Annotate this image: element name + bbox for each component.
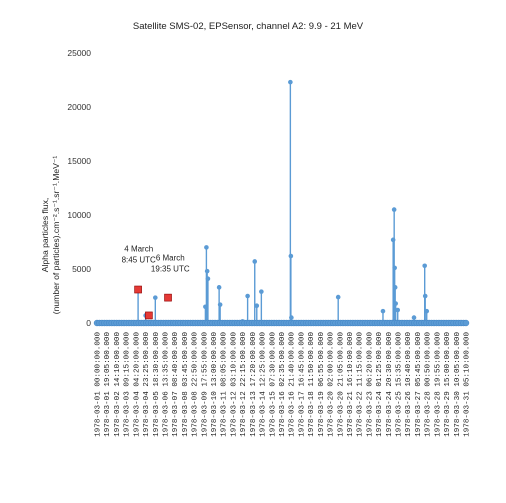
y-tick-label: 20000 <box>67 102 91 112</box>
data-point <box>217 302 223 307</box>
x-tick-label: 1978-03-27 05:45:00.000 <box>415 332 423 437</box>
highlight-marker <box>145 311 153 320</box>
data-point <box>335 294 341 300</box>
data-point <box>395 307 401 313</box>
x-tick-label: 1978-03-20 02:00:00.000 <box>328 332 336 437</box>
data-point <box>424 308 430 314</box>
data-point <box>422 263 427 269</box>
baseline-points <box>93 319 470 327</box>
data-point <box>254 303 260 309</box>
data-point <box>252 259 258 264</box>
y-tick-label: 25000 <box>67 48 91 58</box>
x-tick-label: 1978-03-04 04:20:00.000 <box>133 332 141 437</box>
data-point <box>288 253 294 259</box>
data-point <box>411 315 417 320</box>
data-point <box>392 265 397 271</box>
x-tick-label: 1978-03-28 19:55:00.000 <box>434 332 442 437</box>
x-tick-label: 1978-03-08 22:50:00.000 <box>192 332 200 437</box>
x-tick-label: 1978-03-04 23:25:00.000 <box>143 332 151 437</box>
x-tick-label: 1978-03-05 18:30:00.000 <box>153 332 161 437</box>
data-point <box>380 308 386 314</box>
data-point <box>245 293 250 299</box>
chart-title: Satellite SMS-02, EPSensor, channel A2: … <box>133 21 364 32</box>
data-point <box>393 301 398 306</box>
data-point <box>204 245 209 250</box>
data-point <box>216 285 222 290</box>
annotation-line1: 4 March <box>124 245 153 254</box>
x-tick-label: 1978-03-10 13:00:00.000 <box>211 332 219 437</box>
x-tick-label: 1978-03-12 03:10:00.000 <box>230 332 238 437</box>
x-tick-label: 1978-03-06 13:35:00.000 <box>162 332 170 437</box>
baseline-point <box>462 319 470 327</box>
highlight-marker <box>134 285 142 294</box>
x-tick-label: 1978-03-16 21:40:00.000 <box>289 332 297 437</box>
highlight-markers <box>134 285 172 320</box>
x-tick-label: 1978-03-22 11:15:00.000 <box>357 332 365 437</box>
x-axis-ticks: 1978-03-01 00:00:00.000 1978-03-01 19:05:… <box>95 332 472 437</box>
x-tick-label: 1978-03-15 07:30:00.000 <box>269 332 277 437</box>
data-point <box>422 293 428 299</box>
x-tick-label: 1978-03-18 11:50:00.000 <box>308 332 316 437</box>
data-point <box>391 207 397 212</box>
annotation-line1: 6 March <box>156 253 185 262</box>
x-tick-label: 1978-03-28 00:50:00.000 <box>425 332 433 437</box>
y-tick-label: 5000 <box>72 264 91 274</box>
data-point <box>204 268 210 274</box>
x-tick-label: 1978-03-19 06:55:00.000 <box>318 332 326 437</box>
x-tick-label: 1978-03-29 15:00:00.000 <box>444 332 452 437</box>
y-axis-label: Alpha particles flux, (number of particl… <box>40 156 61 315</box>
y-tick-label: 0 <box>86 318 91 328</box>
x-tick-label: 1978-03-21 16:10:00.000 <box>347 332 355 437</box>
x-tick-label: 1978-03-24 01:25:00.000 <box>376 332 384 437</box>
data-series <box>135 79 430 324</box>
data-point <box>289 315 294 320</box>
annotation-line2: 19:35 UTC <box>151 264 190 273</box>
x-tick-label: 1978-03-14 12:25:00.000 <box>260 332 268 437</box>
x-tick-label: 1978-03-03 09:15:00.000 <box>124 332 132 437</box>
y-tick-label: 10000 <box>67 210 91 220</box>
highlight-marker <box>164 293 172 302</box>
x-tick-label: 1978-03-26 10:40:00.000 <box>405 332 413 437</box>
y-axis-label-line1: Alpha particles flux, <box>40 198 50 273</box>
data-point <box>205 276 211 282</box>
x-tick-label: 1978-03-23 06:20:00.000 <box>366 332 374 437</box>
x-tick-label: 1978-03-01 19:05:00.000 <box>104 332 112 437</box>
x-tick-label: 1978-03-12 22:15:00.000 <box>240 332 248 437</box>
data-point <box>259 289 264 294</box>
x-tick-label: 1978-03-07 08:40:00.000 <box>172 332 180 437</box>
x-tick-label: 1978-03-24 20:30:00.000 <box>386 332 394 437</box>
x-tick-label: 1978-03-16 02:35:00.000 <box>279 332 287 437</box>
x-tick-label: 1978-03-31 05:10:00.000 <box>464 332 472 437</box>
y-tick-label: 15000 <box>67 156 91 166</box>
data-point <box>392 285 398 290</box>
x-tick-label: 1978-03-25 15:35:00.000 <box>396 332 404 437</box>
y-axis-ticks: 0 5000 10000 15000 20000 25000 <box>67 48 91 328</box>
x-tick-label: 1978-03-02 14:10:00.000 <box>114 332 122 437</box>
x-tick-label: 1978-03-01 00:00:00.000 <box>95 332 103 437</box>
x-tick-label: 1978-03-09 17:55:00.000 <box>201 332 209 437</box>
y-axis-label-line2: (number of particles).cm⁻².s⁻¹.sr⁻¹.MeV⁻… <box>51 156 61 315</box>
x-tick-label: 1978-03-30 10:05:00.000 <box>454 332 462 437</box>
annotation-line2: 8:45 UTC <box>122 256 156 265</box>
x-tick-label: 1978-03-13 17:20:00.000 <box>250 332 258 437</box>
annotations: 4 March 8:45 UTC 6 March 19:35 UTC <box>122 245 190 274</box>
x-tick-label: 1978-03-11 08:05:00.000 <box>221 332 229 437</box>
x-tick-label: 1978-03-17 16:45:00.000 <box>298 332 306 437</box>
data-point <box>288 79 293 85</box>
data-point <box>153 295 158 300</box>
x-tick-label: 1978-03-08 03:45:00.000 <box>182 332 190 437</box>
x-tick-label: 1978-03-20 21:05:00.000 <box>337 332 345 437</box>
